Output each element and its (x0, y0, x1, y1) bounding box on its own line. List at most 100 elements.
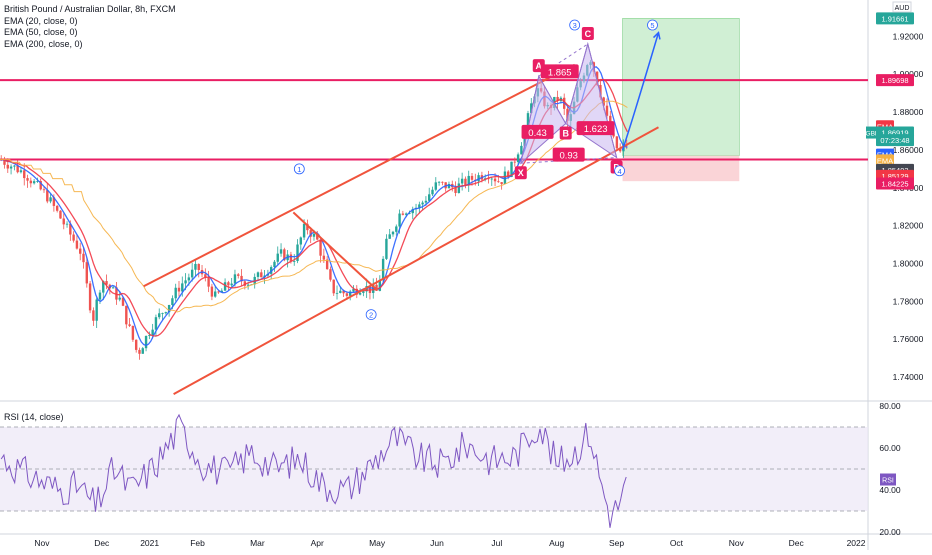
ratio-box-3 (552, 147, 585, 162)
candle-body (125, 305, 128, 325)
candle-body (618, 148, 622, 152)
chart-legend: British Pound / Australian Dollar, 8h, F… (4, 4, 176, 50)
candle-body (381, 258, 385, 280)
candle-body (464, 178, 467, 186)
time-tick: Feb (190, 538, 205, 548)
candle-body (401, 213, 405, 215)
candle-body (385, 238, 388, 259)
candle-body (293, 261, 296, 262)
harmonic-point-box-B (559, 126, 572, 140)
time-tick: Dec (789, 538, 805, 548)
time-tick: Nov (34, 538, 50, 548)
candle-body (13, 165, 16, 167)
candle-body (210, 286, 214, 297)
harmonic-point-B: B (562, 128, 569, 138)
harmonic-point-X: X (518, 168, 524, 178)
candle-body (46, 190, 49, 202)
candle-body (151, 329, 154, 336)
price-label: 1.85129 (881, 172, 908, 181)
candle-body (411, 209, 414, 214)
rsi-tick: 40.00 (879, 485, 901, 495)
candle-body (158, 313, 161, 318)
candle-body (115, 287, 118, 300)
candle-body (395, 226, 398, 232)
candle-body (154, 317, 158, 330)
candle-body (144, 335, 148, 349)
price-label: 07:23:48 (880, 136, 909, 145)
price-tick: 1.78000 (893, 296, 924, 306)
candle-body (62, 218, 65, 225)
time-tick: Jul (491, 538, 502, 548)
candle-body (441, 181, 444, 183)
candle-body (148, 335, 151, 336)
candle-body (503, 171, 507, 185)
candle-body (309, 230, 312, 237)
candle-body (230, 283, 233, 286)
candle-body (134, 339, 138, 350)
candle-body (513, 161, 517, 163)
candle-body (431, 189, 434, 195)
time-tick: Nov (729, 538, 745, 548)
candle-body (227, 282, 230, 286)
time-tick: Jun (430, 538, 444, 548)
candle-body (214, 291, 217, 297)
candle-body (52, 197, 56, 206)
price-label-bg-5 (876, 134, 914, 147)
candle-body (177, 287, 181, 292)
currency-tag: AUD (895, 5, 910, 12)
channel-upper-line (143, 63, 576, 288)
ema-line-2 (0, 78, 628, 337)
candle-body (526, 113, 530, 131)
candle-body (329, 269, 332, 280)
candle-body (352, 288, 355, 292)
ema20-legend[interactable]: EMA (20, close, 0) (4, 15, 78, 26)
time-tick: Apr (311, 538, 324, 548)
candle-body (121, 297, 125, 306)
ratio-box-0 (540, 64, 579, 79)
price-label-bg-1 (876, 74, 914, 87)
symbol-title[interactable]: British Pound / Australian Dollar, 8h, F… (4, 4, 176, 14)
candle-body (615, 136, 619, 149)
price-tick: 1.88000 (893, 107, 924, 117)
ratio-label: 1.623 (584, 124, 608, 135)
wave-label-5: 5 (650, 21, 654, 30)
candle-body (296, 244, 299, 262)
price-tick: 1.74000 (893, 372, 924, 382)
candle-body (460, 178, 464, 184)
rsi-legend[interactable]: RSI (14, close) (4, 412, 64, 422)
candle-body (299, 237, 303, 245)
candle-body (279, 249, 283, 254)
time-tick: Aug (549, 538, 564, 548)
ema50-legend[interactable]: EMA (50, close, 0) (4, 27, 78, 37)
harmonic-xd-dash (520, 157, 617, 164)
candle-body (283, 249, 286, 261)
channel-lower-line (173, 126, 659, 395)
candle-body (240, 275, 243, 282)
candle-body (204, 274, 207, 278)
candle-body (345, 293, 349, 296)
candle-body (447, 183, 451, 189)
candle-body (49, 197, 52, 202)
candle-body (23, 170, 26, 179)
candle-body (167, 305, 171, 313)
candle-body (59, 210, 62, 219)
candle-body (408, 213, 411, 214)
candle-body (171, 298, 174, 306)
candle-body (595, 71, 599, 86)
price-label: 1.91661 (881, 14, 908, 23)
candle-body (507, 171, 510, 177)
ema200-legend[interactable]: EMA (200, close, 0) (4, 38, 83, 49)
candle-body (181, 283, 184, 292)
ratio-box-1 (521, 124, 554, 139)
candle-body (174, 287, 177, 299)
candle-body (26, 178, 29, 181)
candle-body (566, 108, 569, 121)
candle-body (16, 165, 19, 173)
candle-body (85, 262, 88, 284)
long-position-profit-zone (622, 18, 740, 156)
candle-body (36, 180, 39, 182)
candle-body (325, 259, 329, 270)
wave-circle-5 (647, 19, 658, 31)
